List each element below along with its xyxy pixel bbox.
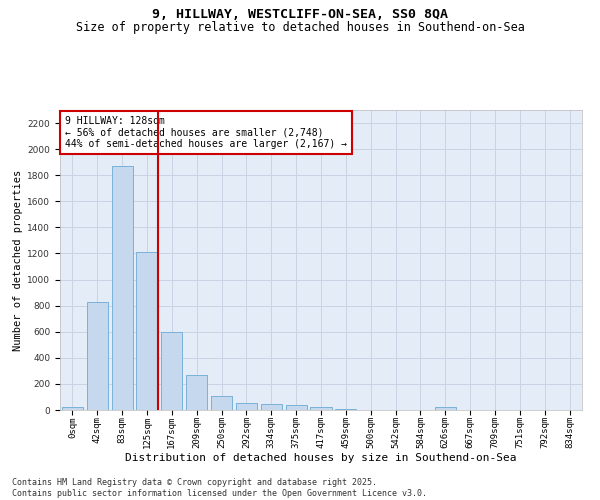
Text: Contains HM Land Registry data © Crown copyright and database right 2025.
Contai: Contains HM Land Registry data © Crown c… [12, 478, 427, 498]
X-axis label: Distribution of detached houses by size in Southend-on-Sea: Distribution of detached houses by size … [125, 452, 517, 462]
Bar [435, 406, 456, 410]
Bar [236, 403, 257, 410]
Bar [310, 408, 332, 410]
Bar [161, 332, 182, 410]
Bar [136, 252, 158, 410]
Bar [112, 166, 133, 410]
Text: 9, HILLWAY, WESTCLIFF-ON-SEA, SS0 8QA: 9, HILLWAY, WESTCLIFF-ON-SEA, SS0 8QA [152, 8, 448, 20]
Bar [87, 302, 108, 410]
Bar [211, 396, 232, 410]
Bar [261, 404, 282, 410]
Y-axis label: Number of detached properties: Number of detached properties [13, 170, 23, 350]
Text: 9 HILLWAY: 128sqm
← 56% of detached houses are smaller (2,748)
44% of semi-detac: 9 HILLWAY: 128sqm ← 56% of detached hous… [65, 116, 347, 149]
Bar [62, 408, 83, 410]
Text: Size of property relative to detached houses in Southend-on-Sea: Size of property relative to detached ho… [76, 21, 524, 34]
Bar [286, 406, 307, 410]
Bar [186, 375, 207, 410]
